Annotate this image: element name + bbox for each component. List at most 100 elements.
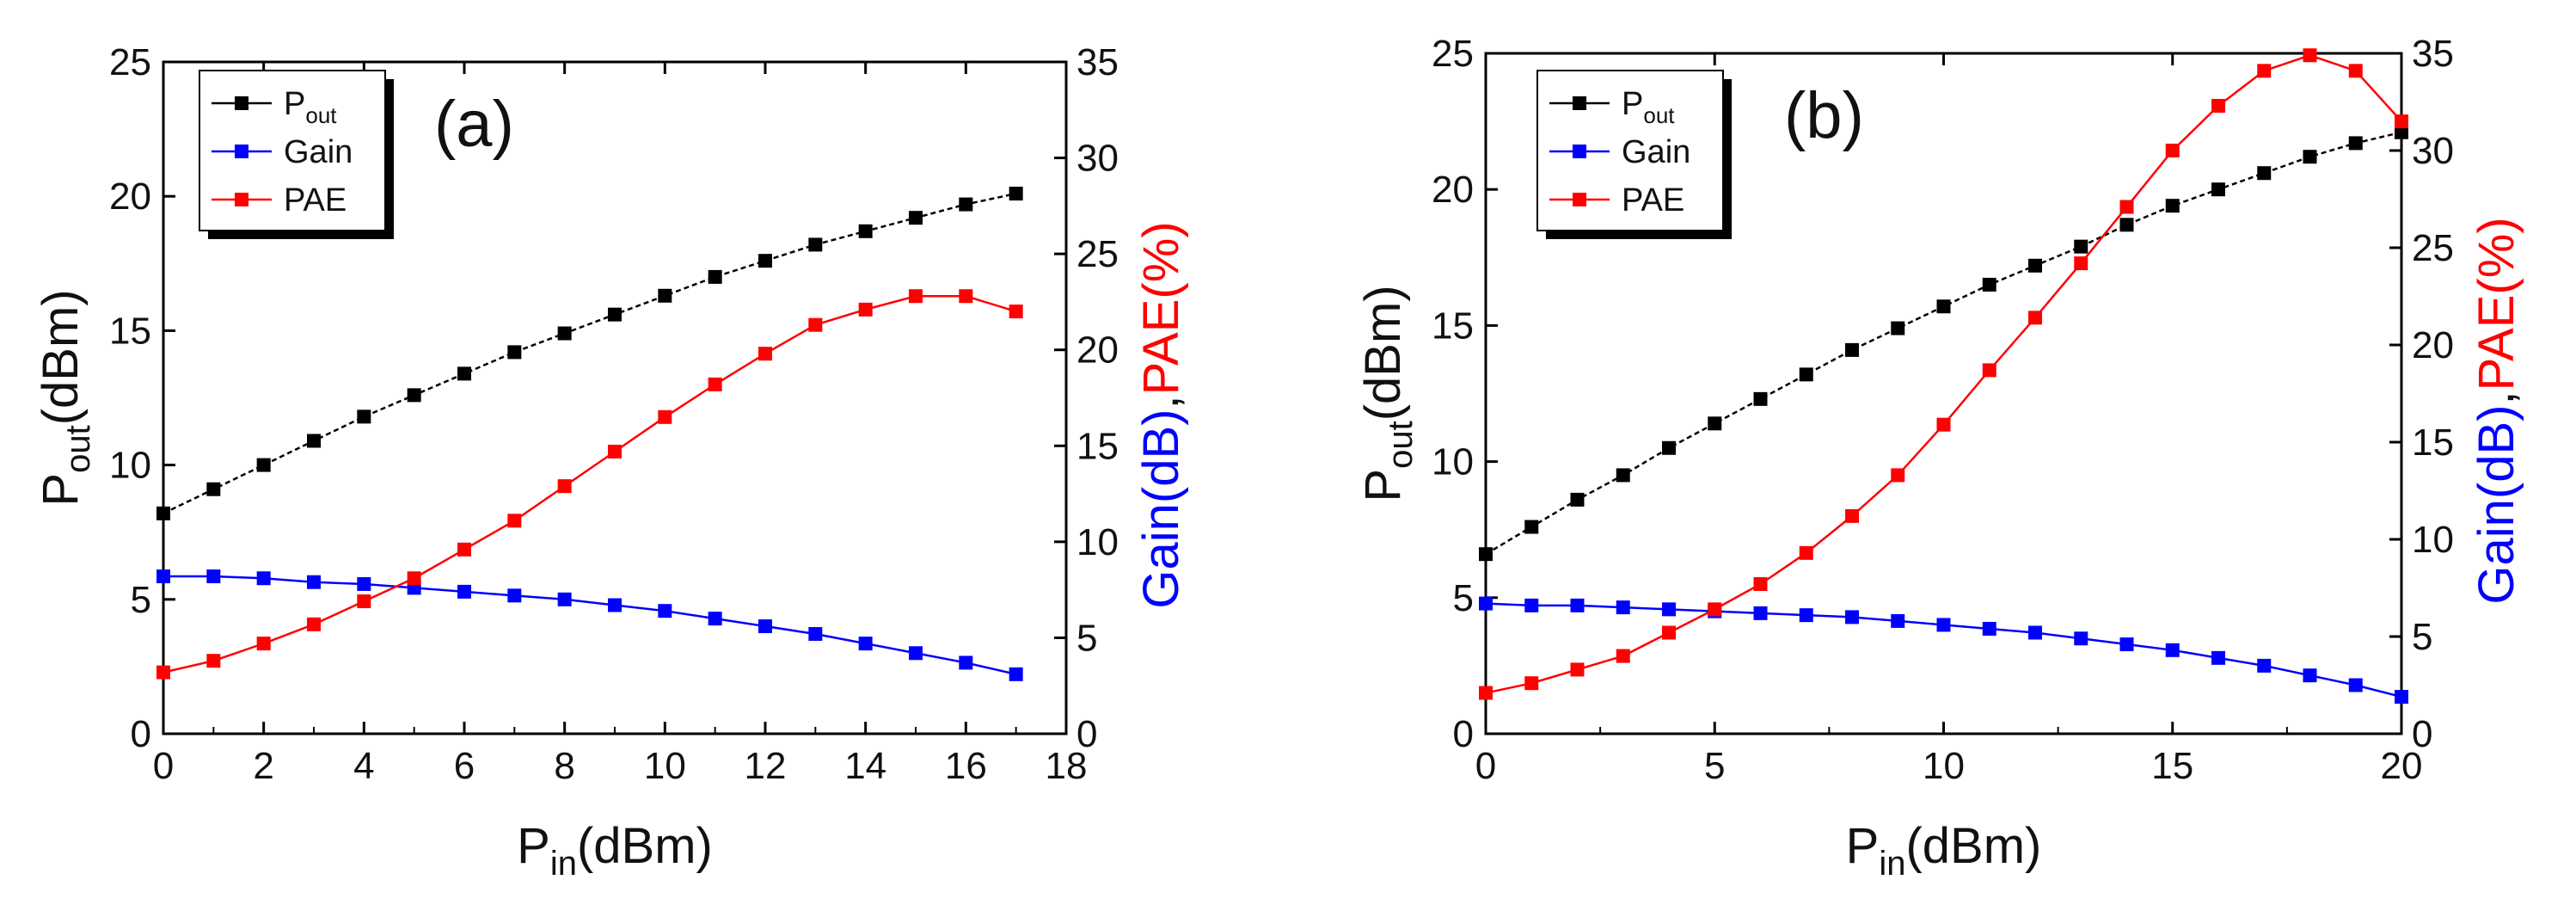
data-point-gain [1799,608,1813,623]
data-point-pae [307,617,321,631]
data-point-p [2303,150,2317,164]
data-point-p [156,506,170,520]
data-point-pae [758,347,772,361]
data-point-p [2257,166,2272,181]
data-point-p [507,345,522,360]
x-tick-label: 16 [945,745,987,787]
data-point-gain [1891,613,1905,628]
y-left-axis-label-main: P [1355,469,1411,502]
y-right-tick-label: 35 [1076,41,1119,83]
data-point-p [858,224,873,238]
legend-label-pae: PAE [284,182,347,218]
data-point-p [959,197,973,212]
legend-marker-p [235,96,248,110]
data-point-p [758,254,772,268]
data-point-p [2119,218,2134,232]
y-right-tick-label: 30 [1076,138,1119,180]
x-tick-label: 14 [844,745,886,787]
y-right-axis-label-sep: , [2469,391,2524,404]
chart-panel-b: 0 5 10 15 20051015202505101520253035Pin(dBm)… [1355,33,2524,883]
data-point-pae [1009,305,1023,319]
data-point-gain [858,637,873,651]
data-point-pae [407,571,421,586]
y-left-tick-label: 15 [1432,305,1474,347]
data-point-gain [156,569,170,584]
data-point-p [2348,136,2363,151]
data-point-pae [256,637,271,651]
legend-label-p: Pout [1622,86,1675,128]
y-left-tick-label: 25 [1432,33,1474,75]
data-point-p [808,237,823,252]
data-point-pae [1936,417,1951,432]
data-point-gain [1753,606,1768,620]
y-right-axis-label-pae: PAE(%) [2469,217,2524,391]
panel-label: (b) [1784,79,1864,152]
series-line-p [163,192,1016,514]
data-point-gain [1009,667,1023,681]
legend-label-sub: out [1643,102,1675,128]
data-point-gain [2303,668,2317,683]
legend-marker-p [1573,96,1586,110]
data-point-p [658,288,672,303]
data-point-pae [1799,545,1813,560]
data-point-gain [1982,621,1996,636]
y-left-axis-label: Pout(dBm) [33,289,97,506]
x-tick-label: 6 [454,745,475,787]
data-point-pae [557,479,572,494]
y-right-axis-label-pae: PAE(%) [1133,221,1189,395]
y-right-tick-label: 15 [1076,425,1119,467]
data-point-gain [1662,602,1676,617]
data-point-p [357,409,371,424]
data-point-gain [357,576,371,591]
data-point-gain [1479,596,1493,611]
data-point-p [1799,367,1813,382]
legend-marker-pae [1573,193,1586,206]
data-point-pae [1524,676,1539,691]
data-point-pae [959,289,973,304]
y-left-tick-label: 5 [131,579,151,621]
data-point-pae [808,317,823,332]
data-point-gain [758,619,772,634]
x-axis-label-rest: (dBm) [1905,818,2041,874]
y-right-tick-label: 35 [2412,33,2454,75]
y-right-axis-label-sep: , [1133,395,1189,409]
data-point-p [1616,468,1630,483]
data-point-pae [2211,99,2225,114]
data-point-p [1891,321,1905,335]
data-point-p [1753,391,1768,406]
y-right-axis-label-gain: Gain(dB) [2469,404,2524,604]
legend-label-p: Pout [284,86,337,128]
data-point-pae [2074,256,2088,271]
data-point-p [1570,492,1585,507]
data-point-pae [708,377,722,391]
y-left-axis-label-sub: out [1382,421,1420,469]
legend-label-sub: out [305,102,337,128]
y-left-tick-label: 20 [1432,169,1474,211]
y-left-axis-label-rest: (dBm) [33,289,89,425]
x-axis-label: Pin(dBm) [1846,818,2042,883]
data-point-p [2395,125,2408,139]
legend-marker-gain [235,145,248,158]
data-point-gain [2165,643,2180,657]
data-point-gain [307,575,321,589]
data-point-p [1936,299,1951,314]
y-right-tick-label: 15 [2412,422,2454,464]
x-tick-label: 12 [745,745,787,787]
series-line-pae [163,294,1017,674]
y-right-tick-label: 0 [1076,713,1097,755]
data-point-pae [909,289,923,304]
data-point-pae [2348,64,2363,78]
legend-label-main: PAE [1622,182,1684,218]
y-right-tick-label: 25 [1076,233,1119,275]
data-point-gain [1570,598,1585,612]
data-point-pae [2303,48,2317,63]
data-point-pae [2165,144,2180,157]
data-point-gain [2395,690,2408,705]
data-point-p [1662,440,1676,455]
y-left-axis-label-rest: (dBm) [1355,285,1411,421]
data-point-p [608,307,622,322]
data-point-p [2028,258,2042,273]
data-point-p [909,211,923,225]
y-left-tick-label: 10 [109,445,151,487]
